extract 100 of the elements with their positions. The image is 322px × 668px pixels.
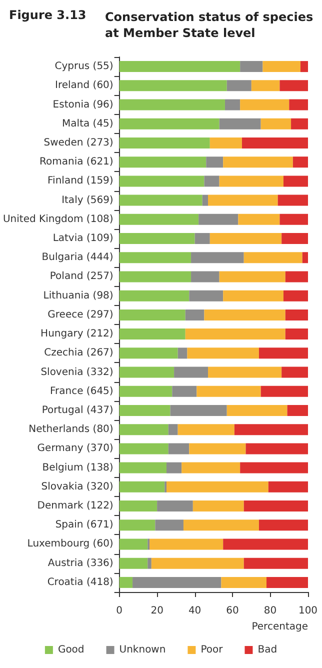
bar (202, 194, 208, 206)
bar (119, 309, 186, 320)
bar (119, 214, 199, 225)
bar (178, 348, 188, 359)
bar (278, 194, 308, 206)
bar (119, 290, 190, 302)
bar (151, 558, 244, 569)
x-tick-label: 20 (150, 606, 164, 616)
bar (191, 271, 220, 282)
legend-label: Unknown (119, 644, 166, 656)
bar (119, 443, 168, 454)
bar (119, 500, 158, 512)
bar (119, 252, 192, 264)
bar (187, 348, 259, 359)
legend-label: Poor (200, 644, 224, 656)
x-tick-label: 80 (264, 606, 277, 616)
bar (224, 99, 240, 110)
bar (291, 118, 308, 130)
bar (223, 538, 308, 550)
bar (234, 424, 308, 436)
y-tick-label: Slovenia (332) (40, 366, 114, 378)
bar (119, 194, 202, 206)
bar (244, 558, 308, 569)
bar (119, 558, 148, 569)
bar (283, 290, 308, 302)
bar (238, 214, 280, 225)
bar (119, 404, 170, 416)
y-tick-label: Luxembourg (60) (27, 538, 114, 550)
bar (242, 137, 308, 148)
bar (119, 118, 220, 130)
bar (266, 576, 308, 588)
legend-label: Bad (258, 644, 278, 656)
bar (285, 271, 308, 282)
bar (119, 156, 206, 168)
bar (132, 576, 222, 588)
bar (223, 156, 293, 168)
legend-label: Good (58, 644, 84, 656)
y-tick-label: Denmark (122) (37, 500, 114, 512)
y-tick-label: Hungary (212) (40, 328, 114, 340)
y-tick-label: Netherlands (80) (28, 424, 114, 436)
bar (208, 194, 278, 206)
bar (280, 80, 308, 92)
bar (183, 520, 259, 531)
bar (219, 271, 286, 282)
y-tick-label: Italy (569) (62, 194, 114, 206)
y-tick-label: Ireland (60) (55, 80, 114, 92)
bar (119, 576, 133, 588)
bar (280, 214, 308, 225)
bar (192, 500, 244, 512)
x-tick-label: 60 (226, 606, 239, 616)
bar (119, 386, 172, 397)
bar (185, 328, 286, 340)
bar (119, 271, 192, 282)
bar (119, 137, 210, 148)
bar (196, 386, 261, 397)
y-tick-label: Slovakia (320) (41, 481, 114, 492)
bar (119, 99, 225, 110)
x-axis-title: Percentage (252, 622, 308, 632)
bar (166, 462, 182, 474)
bar (204, 176, 220, 187)
bar (226, 80, 252, 92)
bar (194, 233, 210, 244)
y-tick-label: Greece (297) (48, 309, 114, 320)
bar (283, 176, 308, 187)
bar (285, 309, 308, 320)
y-tick-label: Malta (45) (62, 118, 114, 130)
bar (292, 156, 308, 168)
y-tick-label: Cyprus (55) (54, 61, 114, 72)
y-tick-label: Croatia (418) (47, 576, 114, 588)
bar (210, 233, 282, 244)
y-tick-label: Germany (370) (37, 443, 114, 454)
bar (221, 576, 266, 588)
y-tick-label: Estonia (96) (52, 99, 114, 110)
y-tick-label: Poland (257) (50, 271, 114, 282)
bar (119, 176, 204, 187)
bar (166, 481, 268, 492)
bar (244, 500, 308, 512)
bar (198, 214, 238, 225)
bar (302, 252, 308, 264)
bar (119, 366, 174, 378)
bar (185, 309, 204, 320)
bar (170, 404, 227, 416)
bar (119, 80, 227, 92)
bar (208, 366, 282, 378)
bar (168, 443, 190, 454)
bar (244, 252, 302, 264)
bar (226, 404, 288, 416)
bar (268, 481, 308, 492)
bar (289, 99, 308, 110)
bar (119, 328, 186, 340)
x-tick-label: 0 (116, 606, 123, 616)
y-tick-label: Spain (671) (55, 520, 114, 531)
bar (258, 348, 308, 359)
bar (150, 538, 224, 550)
bar (240, 61, 263, 72)
bar (260, 386, 308, 397)
y-tick-label: United Kingdom (108) (2, 214, 114, 225)
bar (204, 309, 286, 320)
y-tick-label: France (645) (50, 386, 114, 397)
y-tick-label: Belgium (138) (42, 462, 114, 474)
